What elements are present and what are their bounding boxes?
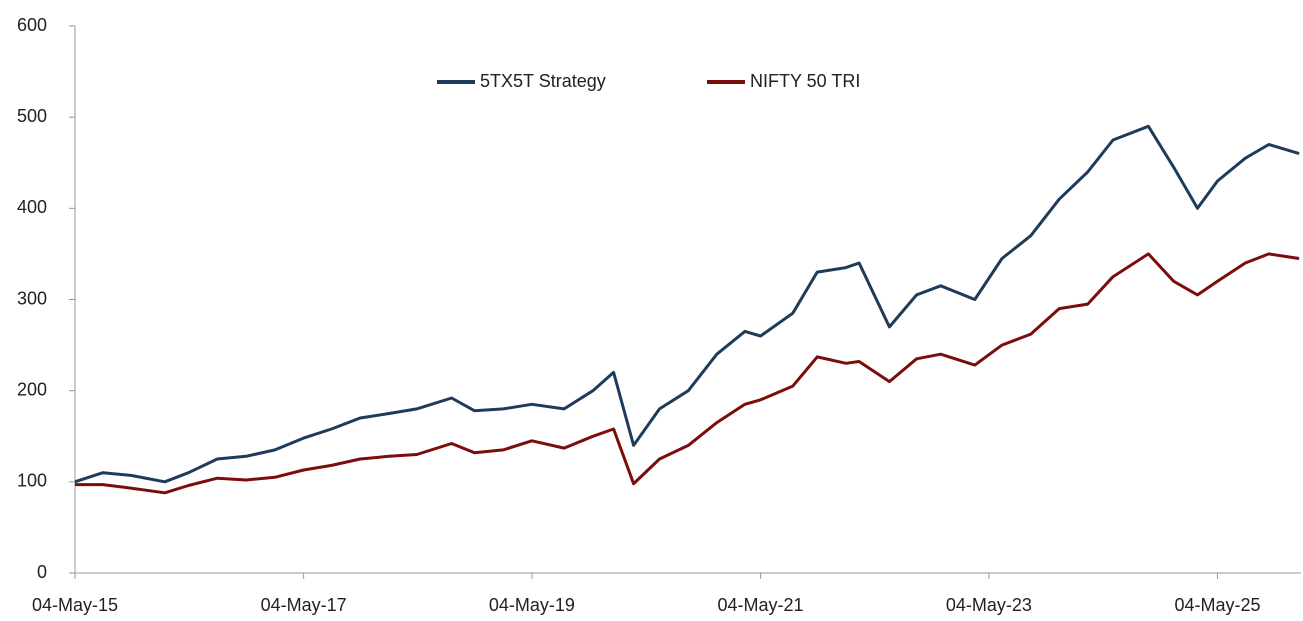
y-tick-label: 500	[17, 106, 47, 126]
x-tick-label: 04-May-23	[946, 595, 1032, 615]
series-line	[74, 124, 1300, 484]
y-tick-label: 300	[17, 288, 47, 308]
y-tick-label: 200	[17, 379, 47, 399]
x-tick-label: 04-May-15	[32, 595, 118, 615]
legend-label: 5TX5T Strategy	[480, 71, 606, 91]
x-tick-label: 04-May-25	[1174, 595, 1260, 615]
x-tick-label: 04-May-17	[261, 595, 347, 615]
x-tick-label: 04-May-19	[489, 595, 575, 615]
legend-label: NIFTY 50 TRI	[750, 71, 860, 91]
x-tick-label: 04-May-21	[718, 595, 804, 615]
y-tick-label: 0	[37, 562, 47, 582]
series-line	[75, 252, 1300, 495]
y-tick-label: 400	[17, 197, 47, 217]
y-tick-label: 600	[17, 15, 47, 35]
y-tick-label: 100	[17, 471, 47, 491]
